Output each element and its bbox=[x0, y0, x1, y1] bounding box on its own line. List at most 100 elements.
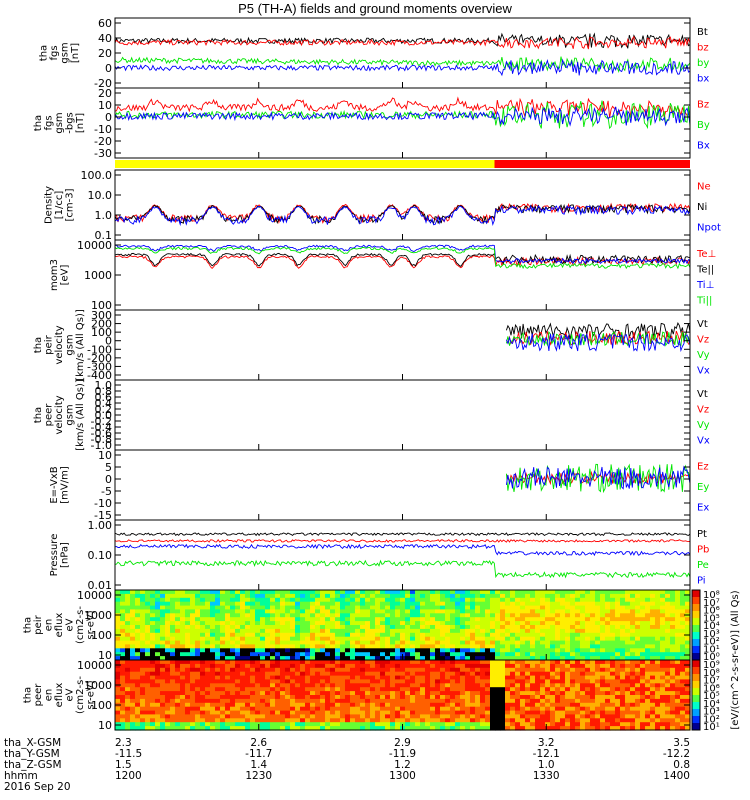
spec-cell bbox=[625, 667, 631, 673]
spec-cell bbox=[250, 636, 256, 642]
ylabel-line-0-3: [nT] bbox=[70, 43, 81, 63]
spec-cell bbox=[475, 590, 481, 595]
spec-cell bbox=[315, 675, 321, 681]
spec-cell bbox=[195, 718, 201, 723]
mode-bar-red bbox=[494, 160, 690, 168]
spec-cell bbox=[415, 667, 421, 673]
spec-cell bbox=[325, 648, 331, 653]
spec-cell bbox=[465, 625, 471, 630]
spec-cell bbox=[375, 714, 381, 719]
spec-cell bbox=[405, 691, 411, 696]
spec-cell bbox=[405, 636, 411, 642]
spec-cell bbox=[525, 710, 531, 716]
spec-cell bbox=[225, 679, 231, 684]
spec-cell bbox=[145, 648, 151, 653]
spec-cell bbox=[410, 702, 416, 708]
spec-cell bbox=[480, 656, 486, 661]
spec-cell bbox=[260, 691, 266, 696]
spec-cell bbox=[285, 593, 291, 599]
spec-cell bbox=[515, 698, 521, 704]
spec-cell bbox=[335, 644, 341, 649]
spec-cell bbox=[285, 613, 291, 618]
spec-cell bbox=[550, 726, 556, 731]
spec-cell bbox=[360, 605, 366, 611]
spec-cell bbox=[465, 663, 471, 669]
spec-cell bbox=[470, 714, 476, 719]
spec-cell bbox=[180, 652, 186, 657]
spec-cell bbox=[480, 636, 486, 642]
spec-cell bbox=[580, 621, 586, 626]
spec-cell bbox=[225, 625, 231, 630]
spec-cell bbox=[645, 691, 651, 696]
spec-cell bbox=[250, 652, 256, 657]
ytick-label-7-0: 10 bbox=[98, 449, 112, 462]
spec-cell bbox=[395, 695, 401, 700]
spec-cell bbox=[160, 605, 166, 611]
spec-cell bbox=[545, 632, 551, 638]
spec-cell bbox=[125, 628, 131, 634]
colorbar-cell bbox=[692, 709, 700, 717]
spec-cell bbox=[430, 698, 436, 704]
spec-cell bbox=[220, 667, 226, 673]
spec-cell bbox=[535, 601, 541, 607]
spec-cell bbox=[680, 617, 686, 622]
spec-cell bbox=[620, 683, 626, 688]
spec-cell bbox=[360, 671, 366, 677]
spec-cell bbox=[345, 652, 351, 657]
spec-cell bbox=[420, 671, 426, 677]
panel-frame-5 bbox=[114, 309, 691, 381]
spec-cell bbox=[660, 702, 666, 708]
spec-cell bbox=[165, 663, 171, 669]
spec-cell bbox=[670, 632, 676, 638]
spec-cell bbox=[440, 679, 446, 684]
spec-cell bbox=[155, 636, 161, 642]
spec-cell bbox=[340, 613, 346, 618]
spec-cell bbox=[530, 667, 536, 673]
spec-cell bbox=[535, 671, 541, 677]
spec-cell bbox=[365, 675, 371, 681]
spec-cell bbox=[340, 636, 346, 642]
spec-cell bbox=[430, 702, 436, 708]
spec-cell bbox=[145, 625, 151, 630]
ytick-label-6-2: 0.6 bbox=[95, 391, 113, 404]
spec-cell bbox=[410, 636, 416, 642]
spec-cell bbox=[595, 625, 601, 630]
spec-cell bbox=[610, 698, 616, 704]
spec-cell bbox=[290, 671, 296, 677]
spec-cell bbox=[230, 628, 236, 634]
spec-cell bbox=[295, 628, 301, 634]
spec-cell bbox=[470, 710, 476, 716]
spec-cell bbox=[560, 667, 566, 673]
spec-cell bbox=[135, 718, 141, 723]
spec-cell bbox=[480, 683, 486, 688]
spec-cell bbox=[315, 617, 321, 622]
spec-cell bbox=[365, 722, 371, 727]
spec-cell bbox=[175, 590, 181, 595]
spec-cell bbox=[375, 679, 381, 684]
spec-cell bbox=[610, 722, 616, 727]
spec-cell bbox=[195, 691, 201, 696]
spec-cell bbox=[365, 663, 371, 669]
spec-cell bbox=[310, 675, 316, 681]
spec-cell bbox=[685, 601, 691, 607]
spec-cell bbox=[475, 660, 481, 665]
legend-4-0: Te⊥ bbox=[696, 249, 716, 260]
spec-cell bbox=[665, 679, 671, 684]
spec-cell bbox=[340, 726, 346, 731]
spec-cell bbox=[520, 714, 526, 719]
spec-cell bbox=[435, 632, 441, 638]
spec-cell bbox=[255, 609, 261, 614]
spec-cell bbox=[395, 652, 401, 657]
spec-cell bbox=[550, 679, 556, 684]
spec-cell bbox=[505, 605, 511, 611]
spec-cell bbox=[310, 722, 316, 727]
spec-cell bbox=[555, 652, 561, 657]
spec-cell bbox=[420, 597, 426, 603]
spec-cell bbox=[130, 590, 136, 595]
spec-cell bbox=[140, 644, 146, 649]
spec-cell bbox=[660, 613, 666, 618]
spec-cell bbox=[565, 667, 571, 673]
spec-cell bbox=[630, 691, 636, 696]
spec-cell bbox=[465, 675, 471, 681]
spec-cell bbox=[385, 593, 391, 599]
